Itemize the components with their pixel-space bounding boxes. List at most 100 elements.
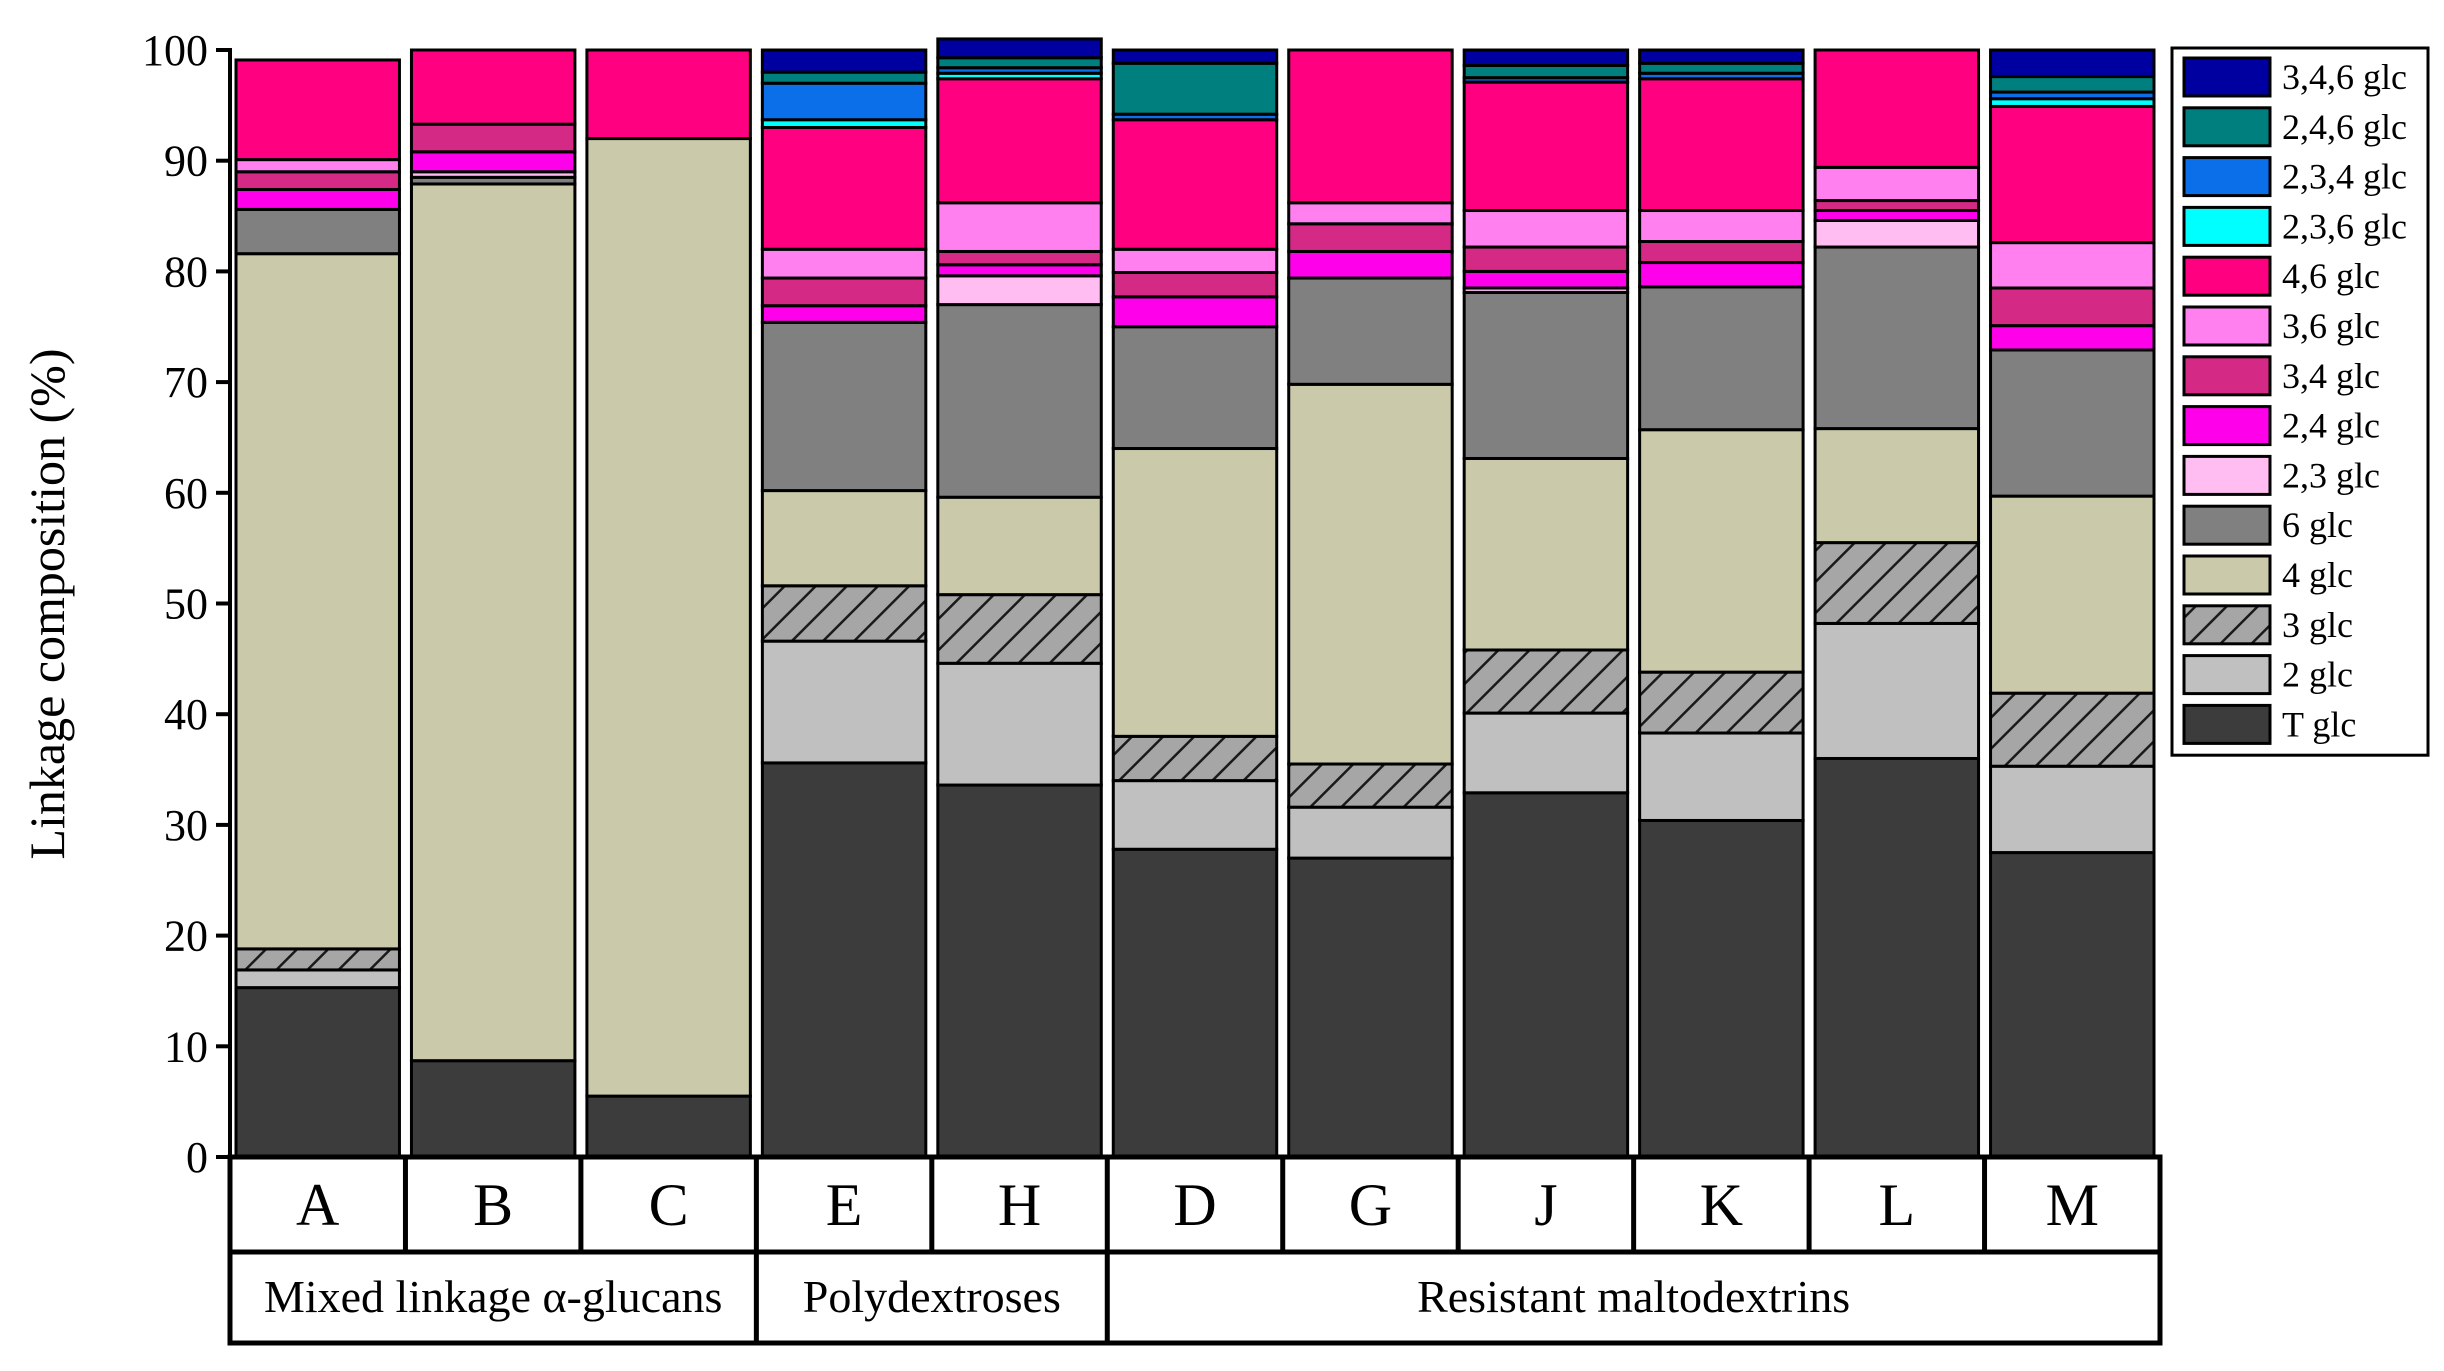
bar-segment-j-2-glc: [1462, 711, 1630, 795]
legend-label-4-glc: 4 glc: [2282, 555, 2353, 595]
category-label-l: L: [1878, 1172, 1915, 1238]
bar-segment-g-2-4-glc: [1287, 249, 1454, 280]
bar-segment-k-4-6-glc: [1638, 77, 1805, 213]
bar-segment-j-3-6-glc: [1462, 209, 1630, 249]
bar-segment-b-t-glc: [409, 1059, 577, 1159]
legend-swatch-2-3-6-glc: [2182, 205, 2272, 247]
group-label-mixed-linkage-glucans: Mixed linkage α-glucans: [264, 1271, 722, 1322]
legend-label-2-4-6-glc: 2,4,6 glc: [2282, 107, 2407, 147]
bar-segment-d-t-glc: [1111, 847, 1279, 1159]
bar-segment-e-4-glc: [760, 489, 928, 588]
bar-segment-l-2-glc: [1813, 621, 1981, 760]
bar-segment-b-4-6-glc: [409, 48, 577, 126]
legend-label-6-glc: 6 glc: [2282, 505, 2353, 545]
bar-segment-j-4-6-glc: [1462, 80, 1630, 213]
bar-segment-d-3-6-glc: [1111, 247, 1279, 275]
y-tick-label: 80: [164, 247, 208, 296]
bar-segment-m-3-6-glc: [1989, 241, 2156, 290]
bar-segment-g-2-glc: [1287, 805, 1454, 860]
bar-segment-k-4-glc: [1638, 428, 1805, 674]
bar-segment-b-4-glc: [409, 182, 577, 1063]
bar-segment-d-2-glc: [1111, 779, 1279, 851]
y-tick-label: 90: [164, 137, 208, 186]
legend-swatch-3-glc: [2182, 604, 2272, 646]
category-label-g: G: [1349, 1172, 1392, 1238]
bar-segment-a-3-6-glc: [234, 158, 401, 174]
bar-segment-l-3-glc: [1813, 541, 1981, 625]
legend-label-t-glc: T glc: [2282, 704, 2356, 744]
y-tick-label: 0: [186, 1133, 208, 1182]
bar-segment-m-3-4-6-glc: [1989, 48, 2156, 79]
legend-swatch-t-glc: [2182, 703, 2272, 745]
bar-segment-k-3-glc: [1638, 670, 1805, 735]
legend-swatch-2-3-4-glc: [2182, 156, 2272, 198]
bar-segment-j-2-4-6-glc: [1462, 63, 1630, 80]
legend-label-4-6-glc: 4,6 glc: [2282, 256, 2380, 296]
bar-segment-h-3-glc: [936, 593, 1103, 665]
legend-label-3-glc: 3 glc: [2282, 605, 2353, 645]
bar-segment-j-2-4-glc: [1462, 269, 1630, 290]
bar-segment-k-3-4-glc: [1638, 240, 1805, 265]
bar-segment-d-4-6-glc: [1111, 118, 1279, 251]
bar-segment-j-3-4-6-glc: [1462, 48, 1630, 67]
category-label-b: B: [473, 1172, 513, 1238]
bar-segment-d-3-glc: [1111, 734, 1279, 783]
legend-swatch-3-6-glc: [2182, 305, 2272, 347]
bar-segment-g-t-glc: [1287, 856, 1454, 1159]
y-axis: 0 10 20 30 40 50 60 70 80 90 100: [142, 26, 232, 1182]
legend-label-3-4-glc: 3,4 glc: [2282, 356, 2380, 396]
bar-segment-l-4-glc: [1813, 427, 1981, 545]
bar-segment-h-4-6-glc: [936, 77, 1103, 205]
bar-segment-e-t-glc: [760, 761, 928, 1159]
bar-segment-h-3-6-glc: [936, 201, 1103, 253]
bar-segment-l-t-glc: [1813, 756, 1981, 1159]
bar-segment-c-4-glc: [585, 137, 752, 1098]
bar-segment-e-3-6-glc: [760, 247, 928, 280]
legend-frame: [2170, 46, 2430, 757]
bar-segment-d-3-4-6-glc: [1111, 48, 1279, 65]
bar-segment-d-4-glc: [1111, 447, 1279, 738]
legend-label-2-3-4-glc: 2,3,4 glc: [2282, 157, 2407, 197]
legend-label-2-glc: 2 glc: [2282, 655, 2353, 695]
bar-segment-e-2-4-glc: [760, 304, 928, 324]
bar-segment-m-t-glc: [1989, 851, 2156, 1159]
bar-segment-a-2-glc: [234, 968, 401, 990]
y-axis-label: Linkage composition (%): [19, 349, 75, 860]
bar-segment-a-3-4-glc: [234, 170, 401, 191]
legend-swatch-4-6-glc: [2182, 255, 2272, 297]
bar-segment-j-3-glc: [1462, 648, 1630, 715]
bar-segment-m-4-glc: [1989, 494, 2156, 695]
bar-segment-e-2-glc: [760, 639, 928, 765]
bar-segment-m-2-4-6-glc: [1989, 75, 2156, 94]
bar-segment-m-6-glc: [1989, 348, 2156, 498]
bar-segment-a-4-6-glc: [234, 58, 401, 162]
legend-swatch-2-glc: [2182, 654, 2272, 696]
y-tick-label: 100: [142, 26, 208, 75]
bar-segment-m-4-6-glc: [1989, 104, 2156, 245]
bar-segment-k-t-glc: [1638, 818, 1805, 1159]
y-tick-label: 60: [164, 469, 208, 518]
bar-segment-a-2-4-glc: [234, 187, 401, 211]
legend-label-3-6-glc: 3,6 glc: [2282, 306, 2380, 346]
bar-segment-d-2-4-glc: [1111, 295, 1279, 329]
y-tick-label: 20: [164, 912, 208, 961]
bar-segment-e-3-4-6-glc: [760, 48, 928, 74]
category-label-m: M: [2046, 1172, 2099, 1238]
y-tick-label: 40: [164, 690, 208, 739]
bar-segment-e-3-glc: [760, 584, 928, 643]
y-tick-label: 70: [164, 358, 208, 407]
bar-segment-e-3-4-glc: [760, 276, 928, 308]
legend-label-2-3-6-glc: 2,3,6 glc: [2282, 206, 2407, 246]
category-label-a: A: [296, 1172, 339, 1238]
legend-label-3-4-6-glc: 3,4,6 glc: [2282, 57, 2407, 97]
bar-segment-h-2-4-glc: [936, 263, 1103, 278]
bar-segment-m-3-4-glc: [1989, 286, 2156, 328]
bar-segment-h-t-glc: [936, 783, 1103, 1159]
group-label-resistant-maltodextrins: Resistant maltodextrins: [1417, 1271, 1850, 1322]
bar-segment-k-2-4-glc: [1638, 261, 1805, 289]
bar-segment-j-4-glc: [1462, 456, 1630, 652]
bar-segment-h-2-3-glc: [936, 274, 1103, 307]
bar-segment-g-3-6-glc: [1287, 201, 1454, 226]
legend: 3,4,6 glc 2,4,6 glc 2,3,4 glc 2,3,6 glc 4,6 …: [2170, 46, 2430, 757]
